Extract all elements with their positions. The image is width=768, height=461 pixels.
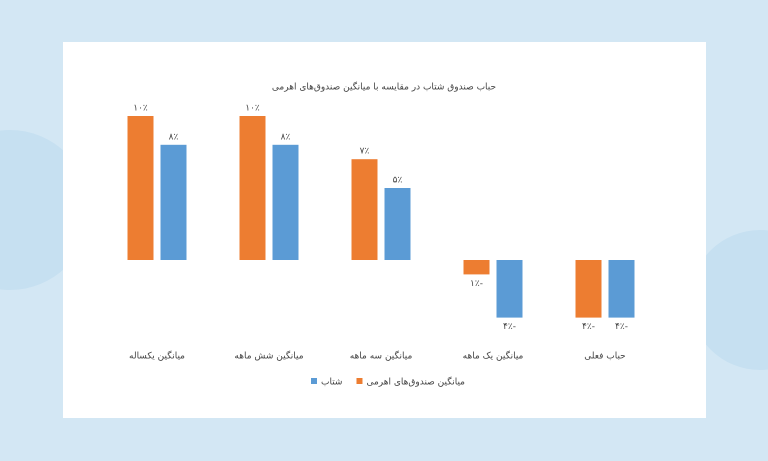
- data-label: ۴٪-: [582, 322, 595, 332]
- x-tick-label: میانگین سه ماهه: [350, 350, 413, 362]
- bar: [127, 116, 154, 260]
- x-tick-label: حباب فعلی: [584, 352, 625, 362]
- bar: [496, 260, 523, 318]
- bar: [160, 144, 187, 260]
- chart-title: حباب صندوق شتاب در مقایسه با میانگین صند…: [272, 81, 496, 93]
- data-label: ۸٪: [169, 132, 179, 142]
- legend-label: میانگین صندوق‌های اهرمی: [366, 376, 465, 388]
- bar: [575, 260, 602, 318]
- bar: [463, 260, 490, 275]
- bar: [608, 260, 635, 318]
- bar: [239, 116, 266, 260]
- data-label: ۱٪-: [470, 279, 483, 289]
- data-label: ۴٪-: [503, 322, 516, 332]
- x-tick-label: میانگین یکساله: [129, 350, 185, 362]
- data-label: ۱۰٪: [245, 104, 260, 114]
- x-tick-label: میانگین یک ماهه: [463, 350, 524, 362]
- legend-swatch: [311, 378, 317, 384]
- data-label: ۱۰٪: [133, 104, 148, 114]
- decoration: [690, 230, 768, 370]
- bar: [272, 144, 299, 260]
- data-label: ۷٪: [360, 147, 370, 157]
- data-label: ۴٪-: [615, 322, 628, 332]
- legend-swatch: [356, 378, 363, 384]
- legend-label: شتاب: [321, 378, 342, 388]
- data-label: ۸٪: [281, 132, 291, 142]
- x-tick-label: میانگین شش ماهه: [234, 350, 303, 362]
- bar: [384, 188, 411, 260]
- data-label: ۵٪: [393, 176, 403, 186]
- bar: [351, 159, 378, 260]
